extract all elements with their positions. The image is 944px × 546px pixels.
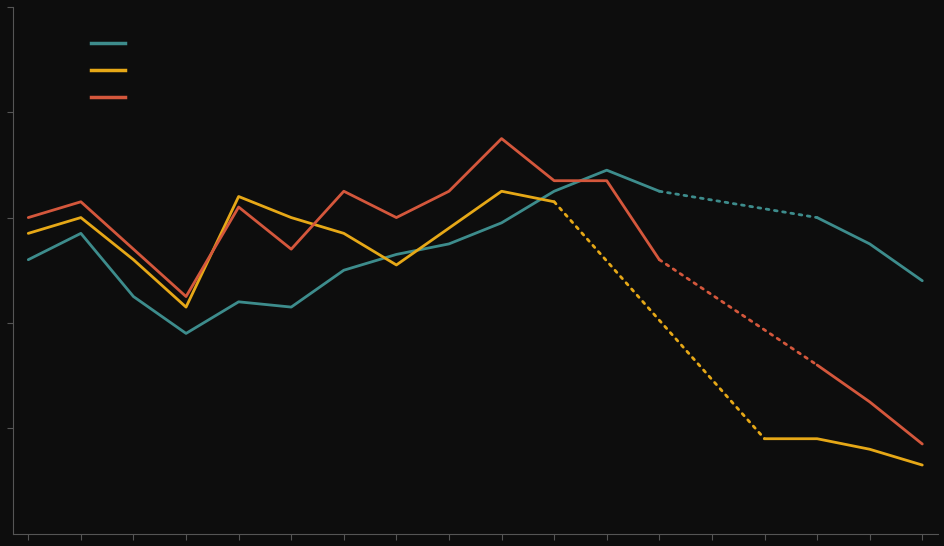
Legend: , , : , ,	[85, 31, 143, 112]
